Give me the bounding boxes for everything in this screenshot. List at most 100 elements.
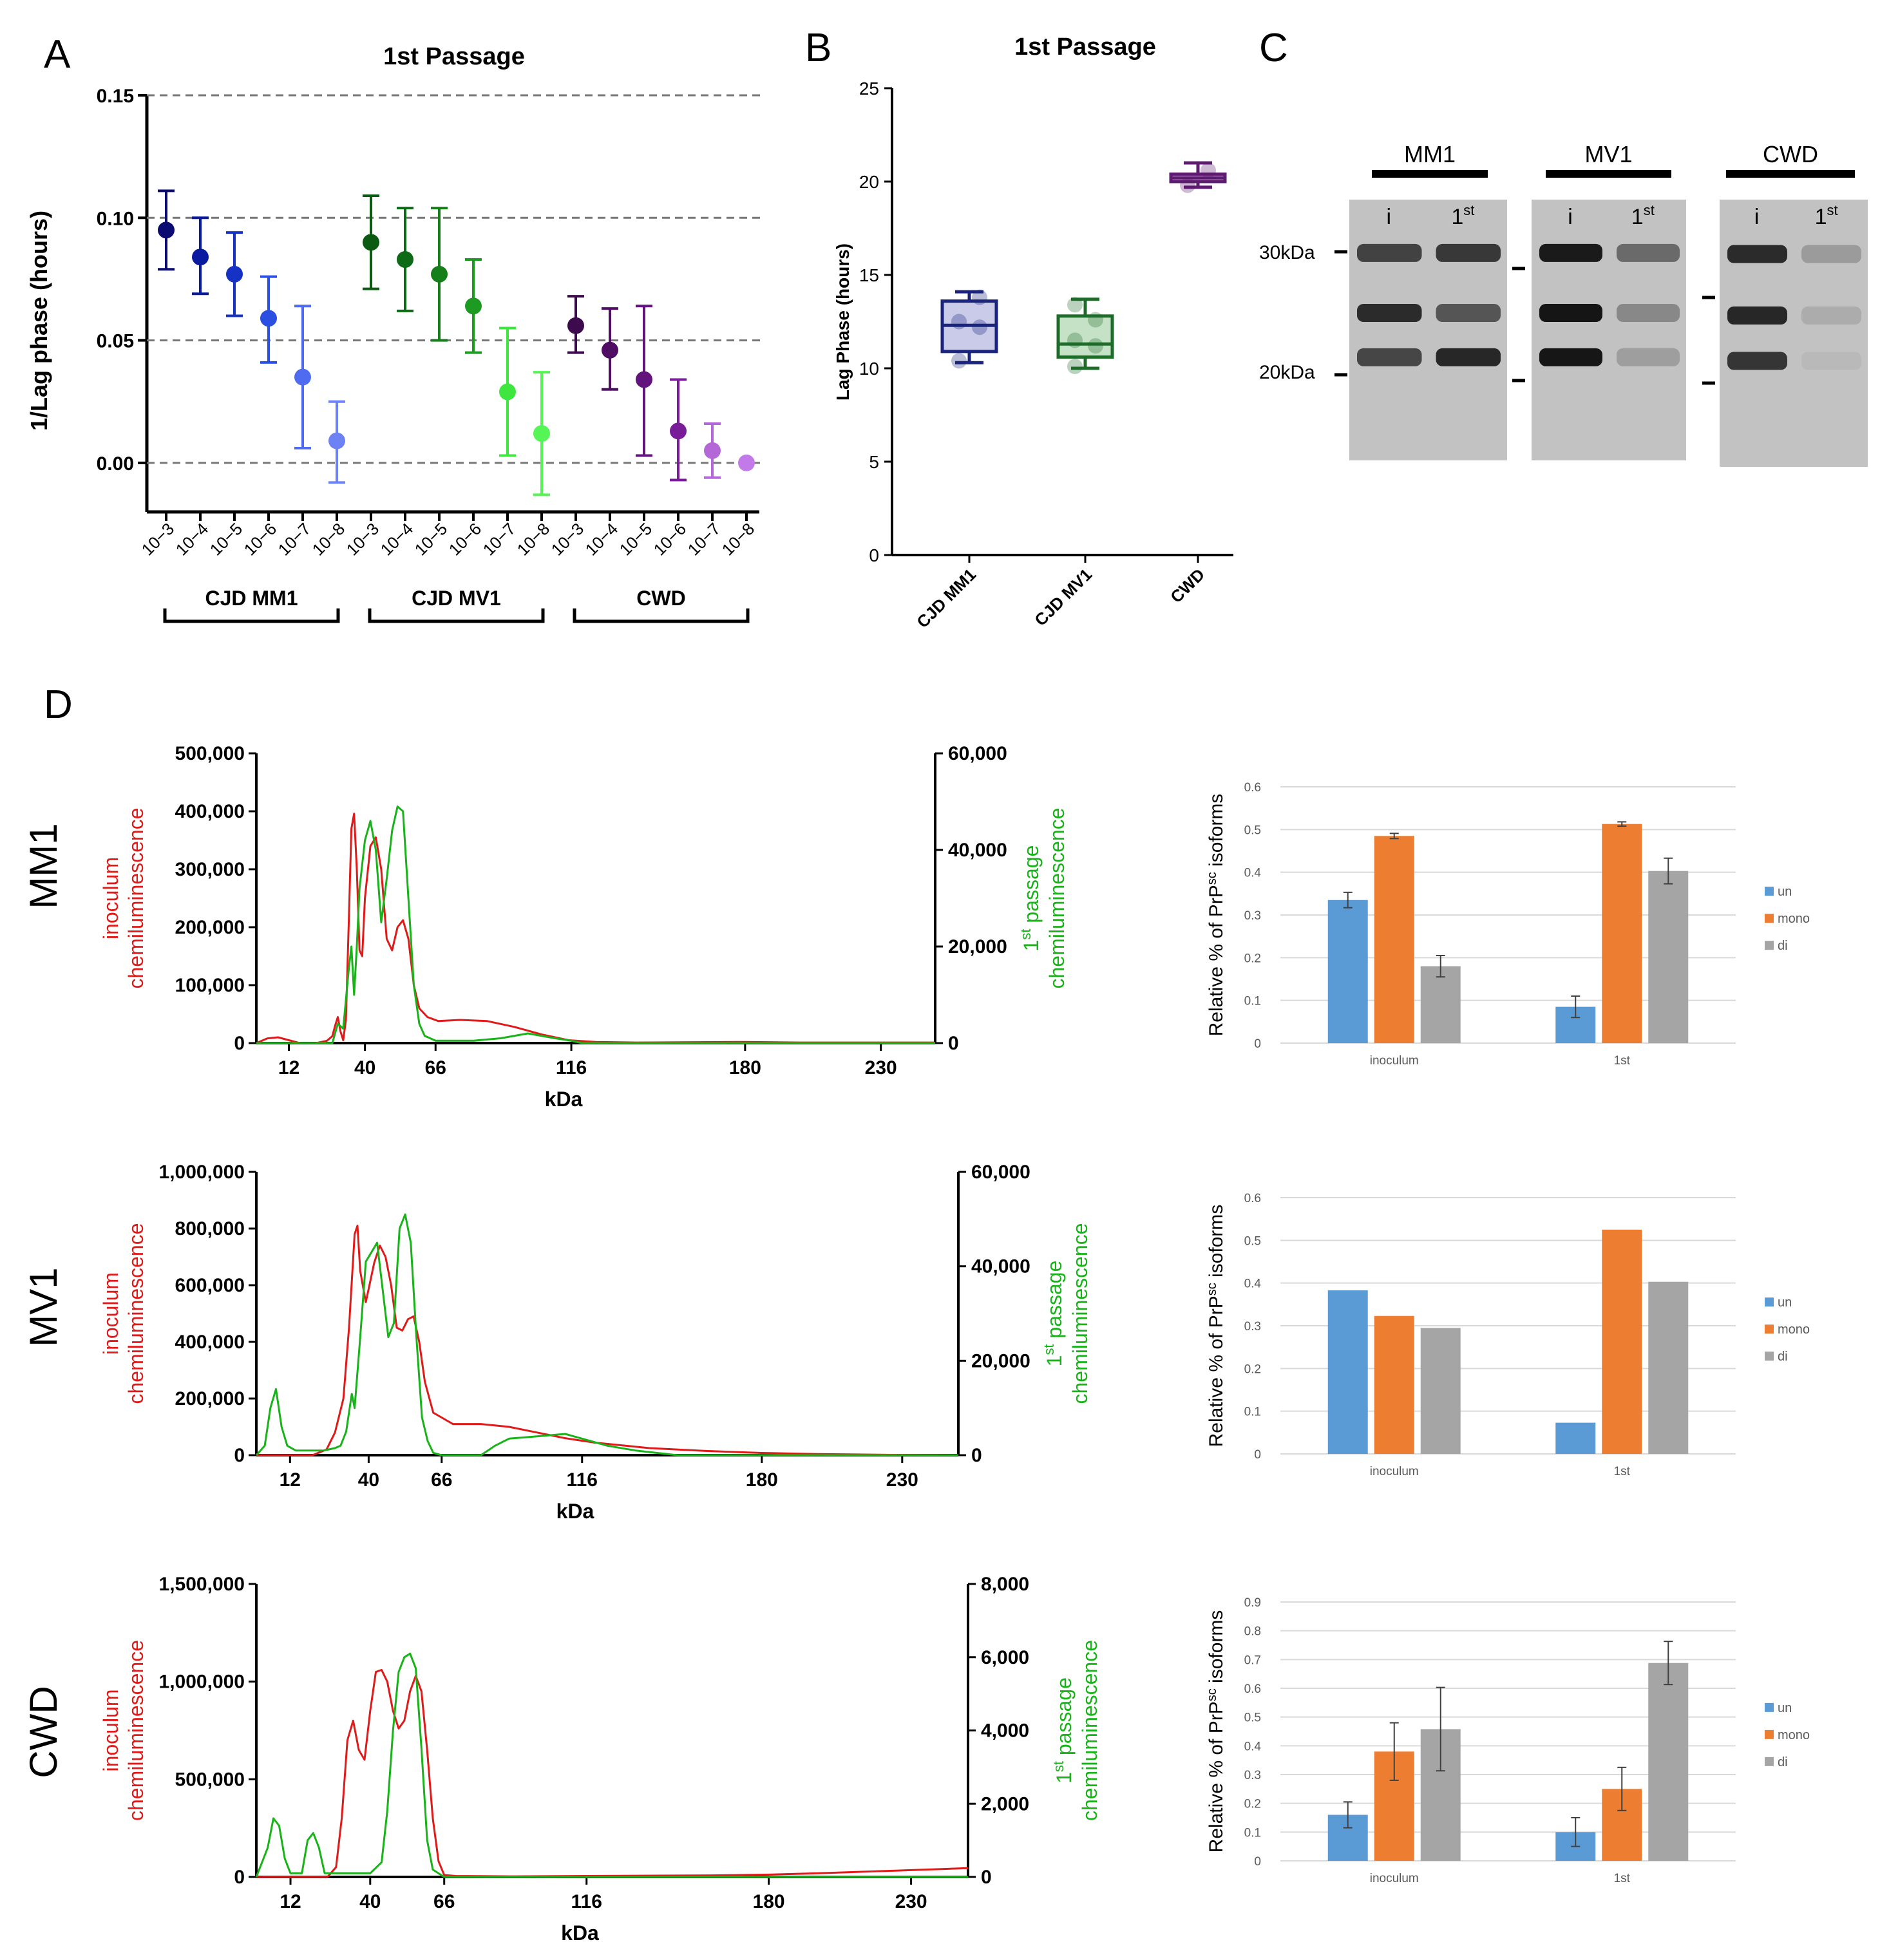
c-lane-label: 1st: [1451, 202, 1474, 229]
d-left-tick-label: 200,000: [175, 917, 245, 938]
d-x-tick-label: 66: [425, 1057, 446, 1079]
d-trace-passage: [255, 1652, 968, 1878]
c-lane-label: i: [1568, 205, 1573, 229]
d-x-tick-label: 40: [359, 1891, 381, 1912]
d-left-tick-label: 200,000: [175, 1388, 245, 1409]
a-data-point: [294, 368, 311, 386]
a-group-bracket: [368, 608, 545, 623]
bar-y-tick-label: 0: [1254, 1448, 1261, 1462]
a-group-label: CJD MM1: [205, 587, 298, 610]
d-left-tick-label: 0: [234, 1867, 245, 1888]
b-y-tick-label: 25: [859, 79, 879, 99]
d-x-tick-label: 230: [895, 1891, 927, 1912]
bar-y-axis-label-suffix: isoforms: [1206, 794, 1227, 872]
a-data-point: [738, 454, 755, 471]
bar-un: [1327, 1290, 1368, 1454]
d-right-tick-label: 60,000: [971, 1162, 1030, 1183]
d-x-tick-label: 180: [746, 1469, 778, 1491]
bar-legend-swatch: [1765, 1324, 1774, 1334]
bar-legend-label: mono: [1778, 1323, 1810, 1337]
bar-un: [1555, 1422, 1596, 1454]
bar-y-axis-label-sup: sc: [1205, 1688, 1219, 1701]
a-data-point: [465, 297, 482, 315]
a-x-tick-label: 10−4: [377, 519, 417, 560]
d-x-tick-label: 116: [556, 1057, 587, 1079]
d-trace-inoculum: [256, 1669, 969, 1878]
a-data-point: [328, 432, 345, 449]
bar-y-axis-label-sup: sc: [1205, 1283, 1219, 1296]
d-trace-passage: [255, 1213, 958, 1456]
d-left-tick-label: 400,000: [175, 801, 245, 822]
bar-y-tick-label: 0.3: [1244, 1769, 1261, 1782]
bar-legend-swatch: [1765, 1297, 1774, 1307]
c-group-label: MV1: [1584, 141, 1632, 167]
bar-y-tick-label: 0.2: [1244, 952, 1261, 965]
panel-a-plot: 0.000.050.100.1510−310−410−510−610−710−8…: [97, 86, 763, 623]
d-left-axis-label: inoculum: [99, 1272, 122, 1355]
a-x-tick-label: 10−8: [309, 519, 349, 560]
d-right-tick-label: 0: [948, 1033, 959, 1054]
d-left-tick-label: 0: [234, 1033, 245, 1054]
c-blot-band: [1801, 245, 1861, 263]
bar-x-tick-label: inoculum: [1370, 1054, 1419, 1068]
bar-legend-swatch: [1765, 1729, 1774, 1739]
bar-y-tick-label: 0.1: [1244, 1406, 1261, 1419]
a-x-tick-label: 10−3: [138, 519, 178, 560]
c-blot-band: [1357, 304, 1422, 322]
bar-legend-label: mono: [1778, 1728, 1810, 1742]
bar-y-tick-label: 0.5: [1244, 1234, 1261, 1248]
c-blot-band: [1727, 306, 1787, 325]
bar-y-axis-label-suffix: isoforms: [1206, 1205, 1227, 1283]
c-blot-band: [1801, 306, 1861, 325]
d-right-axis-label-sup: st: [1018, 928, 1034, 939]
bar-di: [1648, 1663, 1689, 1861]
b-data-point: [1201, 162, 1216, 178]
c-blot-band: [1617, 304, 1680, 322]
c-blot-band: [1357, 348, 1422, 366]
c-blot-band: [1539, 243, 1602, 262]
bar-un: [1327, 900, 1368, 1043]
d-left-tick-label: 1,000,000: [159, 1162, 245, 1183]
a-x-tick-label: 10−7: [684, 519, 725, 560]
d-trace-inoculum: [256, 813, 935, 1044]
b-data-point: [951, 314, 967, 330]
b-data-point: [1067, 332, 1083, 348]
a-data-point: [397, 250, 413, 268]
panel-b-title: 1st Passage: [1014, 33, 1156, 61]
panel-letter-b: B: [805, 26, 831, 70]
a-y-tick-label: 0.05: [97, 331, 134, 352]
bar-y-tick-label: 0.5: [1244, 824, 1261, 837]
bar-y-tick-label: 0.4: [1244, 867, 1262, 880]
a-data-point: [533, 425, 550, 442]
bar-legend-swatch: [1765, 1757, 1774, 1766]
d-left-axis-label: chemiluminescence: [124, 1640, 147, 1821]
d-trace-passage: [256, 806, 935, 1044]
a-x-tick-label: 10−4: [172, 519, 213, 560]
c-lane-label-sup: st: [1644, 202, 1655, 218]
c-blot-band: [1357, 243, 1422, 262]
panel-letter-a: A: [44, 32, 71, 77]
a-data-point: [363, 234, 379, 251]
panel-d-bar-charts: 0 0.1 0.2 0.3 0.4 0.5 0.6 inoculum 1st un mono di Re…: [1205, 781, 1810, 1885]
c-blot-band: [1727, 245, 1787, 263]
d-x-tick-label: 180: [753, 1891, 785, 1912]
bar-mono: [1602, 1229, 1642, 1454]
c-blot-band: [1436, 348, 1501, 366]
bar-di: [1420, 966, 1461, 1043]
a-y-tick-label: 0.10: [97, 208, 134, 229]
bar-y-tick-label: 0.1: [1244, 1826, 1261, 1840]
bar-x-tick-label: 1st: [1614, 1872, 1631, 1885]
c-blot-band: [1727, 352, 1787, 370]
b-y-tick-label: 10: [859, 359, 879, 379]
b-y-tick-label: 0: [869, 545, 879, 565]
b-x-tick-label: CJD MV1: [1030, 565, 1096, 630]
b-data-point: [972, 319, 987, 335]
a-data-point: [431, 265, 448, 283]
a-data-point: [670, 422, 687, 440]
a-x-tick-label: 10−7: [274, 519, 315, 560]
bar-legend-swatch: [1765, 1352, 1774, 1361]
bar-legend-label: di: [1778, 1350, 1788, 1364]
bar-legend-label: un: [1778, 885, 1792, 899]
d-trace-inoculum: [256, 1225, 959, 1456]
c-blot-band: [1617, 348, 1680, 366]
